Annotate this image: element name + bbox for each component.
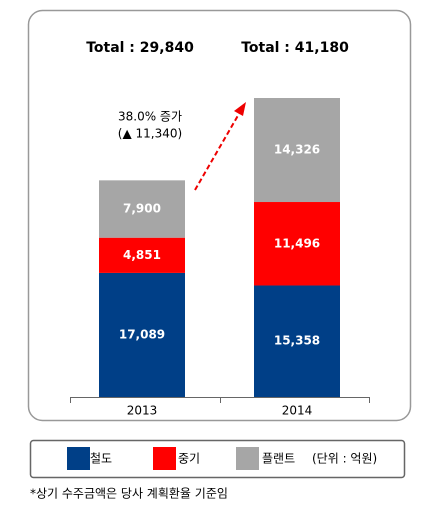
x-tick-label: 2013 — [127, 404, 158, 418]
value-label: 7,900 — [123, 202, 161, 216]
value-label: 11,496 — [274, 236, 320, 250]
chart-frame — [27, 9, 412, 422]
unit-label: (단위 : 억원) — [312, 452, 377, 466]
x-tick-label: 2014 — [282, 404, 313, 418]
bar-segment — [99, 180, 185, 238]
bar-segment — [254, 285, 340, 397]
bar-segment — [254, 202, 340, 286]
value-label: 4,851 — [123, 248, 161, 262]
growth-arrow — [194, 111, 241, 191]
legend-label: 플랜트 — [262, 452, 295, 466]
growth-label: 38.0% 증가 — [118, 110, 182, 124]
legend-swatch — [236, 447, 259, 470]
total-label: Total : 41,180 — [241, 40, 349, 56]
bar-segment — [99, 272, 185, 397]
footnote: *상기 수주금액은 당사 계획환율 기준임 — [30, 487, 228, 501]
value-label: 15,358 — [274, 334, 320, 348]
value-label: 17,089 — [119, 327, 165, 341]
value-label: 14,326 — [274, 143, 320, 157]
bar-segment — [254, 98, 340, 203]
bar-segment — [99, 237, 185, 273]
arrow-head — [234, 102, 246, 116]
legend-swatch — [153, 447, 176, 470]
legend-label: 철도 — [90, 452, 112, 466]
growth-detail: (▲ 11,340) — [118, 127, 182, 141]
legend-swatch — [67, 447, 90, 470]
legend-frame — [29, 439, 406, 479]
legend-label: 중기 — [178, 452, 200, 466]
total-label: Total : 29,840 — [86, 40, 194, 56]
